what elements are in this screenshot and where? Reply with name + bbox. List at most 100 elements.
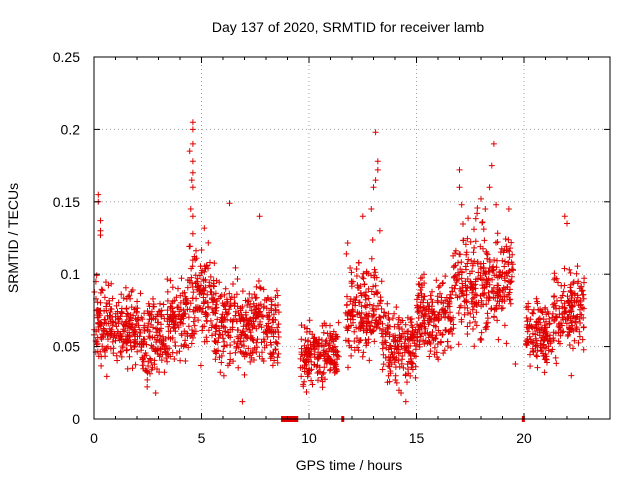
data-point <box>575 278 582 285</box>
data-point <box>228 294 235 301</box>
data-point <box>393 379 400 386</box>
data-point <box>380 326 387 333</box>
data-point <box>198 247 205 253</box>
data-point <box>201 225 208 232</box>
data-point <box>164 318 171 325</box>
data-point <box>272 307 279 314</box>
data-point <box>567 270 574 276</box>
data-point <box>488 306 495 313</box>
data-point <box>214 298 220 305</box>
data-point <box>560 288 567 295</box>
data-point <box>450 264 457 271</box>
data-point <box>98 353 105 360</box>
data-point <box>297 355 304 362</box>
data-point <box>359 213 366 220</box>
data-point <box>214 316 221 323</box>
data-point <box>242 351 249 358</box>
data-point <box>580 324 587 330</box>
data-point <box>235 327 242 334</box>
data-point <box>460 237 467 244</box>
data-point <box>450 252 457 259</box>
data-point <box>226 200 233 207</box>
data-point <box>481 284 488 291</box>
data-point <box>523 337 530 344</box>
data-point <box>212 290 219 297</box>
data-point <box>116 337 123 344</box>
data-point <box>473 309 480 316</box>
data-point <box>386 378 393 385</box>
data-point <box>415 308 422 314</box>
data-point <box>167 313 174 320</box>
data-point <box>349 306 356 313</box>
data-point <box>471 294 477 301</box>
data-point <box>387 357 394 364</box>
data-point <box>541 369 548 376</box>
data-point <box>508 278 515 285</box>
data-point <box>145 363 152 369</box>
data-point <box>530 341 537 347</box>
data-point <box>454 276 461 283</box>
data-point <box>527 336 534 343</box>
data-point <box>269 351 276 357</box>
data-point <box>474 210 481 217</box>
data-point <box>374 289 381 296</box>
data-point <box>573 270 580 277</box>
data-point <box>185 323 192 330</box>
data-point <box>303 389 310 395</box>
data-point <box>107 330 114 337</box>
data-point <box>242 297 249 304</box>
data-point <box>210 297 217 304</box>
data-point <box>507 300 514 307</box>
data-point <box>210 282 217 289</box>
data-point <box>134 333 141 340</box>
data-point <box>578 311 585 318</box>
data-point <box>249 336 256 343</box>
data-point <box>157 332 164 339</box>
data-point <box>315 377 321 384</box>
data-point <box>110 350 117 357</box>
data-point <box>400 330 407 337</box>
data-point <box>573 298 580 305</box>
data-point <box>125 311 132 318</box>
data-point <box>480 301 487 308</box>
data-point <box>533 352 540 359</box>
data-point <box>315 368 322 375</box>
data-point <box>94 306 101 313</box>
data-point <box>315 354 322 361</box>
data-point <box>543 356 550 363</box>
data-point <box>252 295 259 302</box>
data-point <box>94 314 101 321</box>
data-point <box>348 269 355 276</box>
data-point <box>470 249 477 256</box>
data-point <box>98 336 105 342</box>
data-point <box>525 300 532 307</box>
data-point <box>549 314 556 321</box>
data-point <box>419 274 426 281</box>
data-point <box>373 317 380 323</box>
data-point <box>414 321 421 328</box>
data-point <box>247 316 254 322</box>
data-point <box>458 259 465 266</box>
data-point <box>301 368 308 375</box>
data-point <box>506 296 513 303</box>
y-tick-label: 0 <box>72 411 80 427</box>
data-point <box>556 324 563 331</box>
y-tick-labels: 0 0.05 0.1 0.15 0.2 0.25 <box>53 49 80 427</box>
data-point <box>553 360 560 367</box>
data-point <box>274 340 281 347</box>
data-point <box>408 322 415 329</box>
data-point <box>97 289 104 296</box>
data-point <box>530 306 537 313</box>
data-point <box>201 338 208 345</box>
data-point <box>499 257 506 264</box>
data-point <box>158 307 165 314</box>
data-point <box>212 356 219 363</box>
data-point <box>496 302 503 309</box>
data-point <box>498 245 505 252</box>
data-point <box>189 158 196 165</box>
data-point <box>195 317 202 324</box>
data-point <box>329 336 336 343</box>
data-point <box>555 279 561 286</box>
data-point <box>567 317 574 324</box>
data-point <box>198 269 205 276</box>
